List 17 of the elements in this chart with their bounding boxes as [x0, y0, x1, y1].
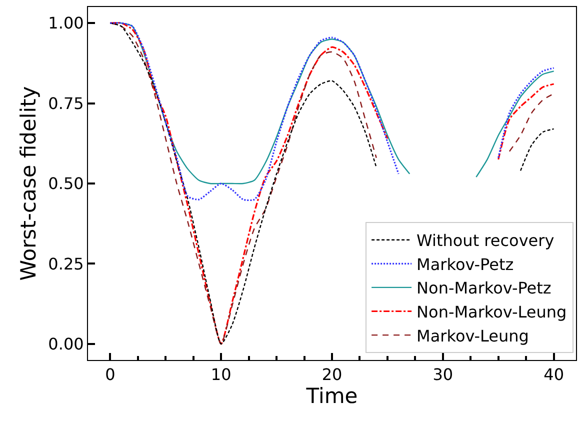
x-axis-title: Time	[305, 384, 358, 408]
x-tick-label: 10	[210, 365, 232, 384]
x-tick-label: 0	[105, 365, 116, 384]
y-tick-label: 1.00	[48, 14, 84, 33]
y-tick-label: 0.00	[48, 334, 84, 354]
legend-label: Non-Markov-Leung	[416, 302, 567, 322]
y-axis-title: Worst-case fidelity	[16, 86, 40, 281]
legend-label: Markov-Petz	[416, 254, 514, 274]
y-tick-label: 0.50	[48, 174, 84, 194]
x-tick-label: 40	[544, 365, 564, 384]
legend-label: Non-Markov-Petz	[416, 278, 552, 298]
y-tick-label: 0.75	[48, 94, 84, 113]
x-tick-label: 20	[322, 365, 342, 384]
legend-label: Without recovery	[416, 231, 554, 250]
y-tick-label: 0.25	[48, 254, 84, 274]
x-tick-label: 30	[432, 365, 454, 384]
legend-label: Markov-Leung	[416, 326, 529, 346]
